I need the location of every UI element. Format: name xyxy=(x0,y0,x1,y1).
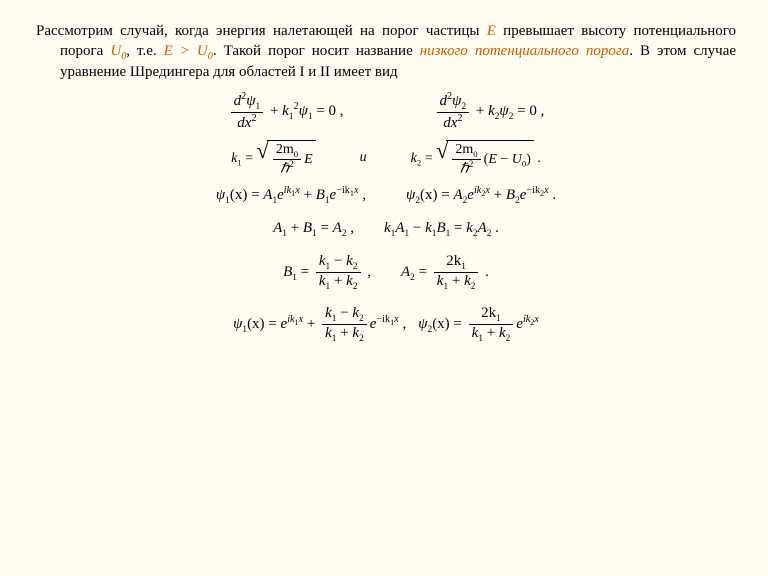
equation-boundary-conditions: A1 + B1 = A2 , k1A1 − k1B1 = k2A2 . xyxy=(36,220,736,239)
equation-coefficients: B1 = k1 − k2 k1 + k2 , A2 = 2k1 k1 + k2 … xyxy=(36,253,736,292)
psi2-final: ψ2(x) = 2k1 k1 + k2 eik2x xyxy=(418,305,539,344)
psi2: ψ2(x) = A2eik2x + B2e−ik2x . xyxy=(406,185,556,206)
eq-left: d2ψ1 dx2 + k12ψ1 = 0 , xyxy=(228,91,344,132)
eq-right: d2ψ2 dx2 + k2ψ2 = 0 , xyxy=(434,91,545,132)
bc-derivatives: k1A1 − k1B1 = k2A2 . xyxy=(384,220,499,239)
inequality: E > U0 xyxy=(164,43,213,59)
A2-solution: A2 = 2k1 k1 + k2 . xyxy=(401,253,489,292)
connector: и xyxy=(360,150,367,166)
term-low-threshold: низкого потенциального порога xyxy=(420,43,630,59)
k1-def: k1 = 2m0 ℏ2 E xyxy=(231,140,316,177)
equation-wavefunctions: ψ1(x) = A1eik1x + B1e−ik1x , ψ2(x) = A2e… xyxy=(36,185,736,206)
text: Рассмотрим случай, когда энергия налетаю… xyxy=(36,23,487,39)
B1-solution: B1 = k1 − k2 k1 + k2 , xyxy=(283,253,371,292)
page-content: Рассмотрим случай, когда энергия налетаю… xyxy=(0,0,768,344)
psi1: ψ1(x) = A1eik1x + B1e−ik1x , xyxy=(216,185,366,206)
var-U0: U0 xyxy=(110,43,126,59)
text: . Такой порог носит название xyxy=(213,43,420,59)
equation-schrodinger: d2ψ1 dx2 + k12ψ1 = 0 , d2ψ2 dx2 + k2ψ2 =… xyxy=(36,91,736,132)
paragraph: Рассмотрим случай, когда энергия налетаю… xyxy=(36,22,736,83)
psi1-final: ψ1(x) = eik1x + k1 − k2 k1 + k2 e−ik1x , xyxy=(233,305,406,344)
equation-final-wavefunctions: ψ1(x) = eik1x + k1 − k2 k1 + k2 e−ik1x ,… xyxy=(36,305,736,344)
equation-k-definitions: k1 = 2m0 ℏ2 E и k2 = 2m0 ℏ2 (E − U0) . xyxy=(36,140,736,177)
text: , т.е. xyxy=(126,43,163,59)
k2-def: k2 = 2m0 ℏ2 (E − U0) . xyxy=(411,140,541,177)
var-E: E xyxy=(487,23,496,39)
bc-amplitudes: A1 + B1 = A2 , xyxy=(273,220,354,239)
